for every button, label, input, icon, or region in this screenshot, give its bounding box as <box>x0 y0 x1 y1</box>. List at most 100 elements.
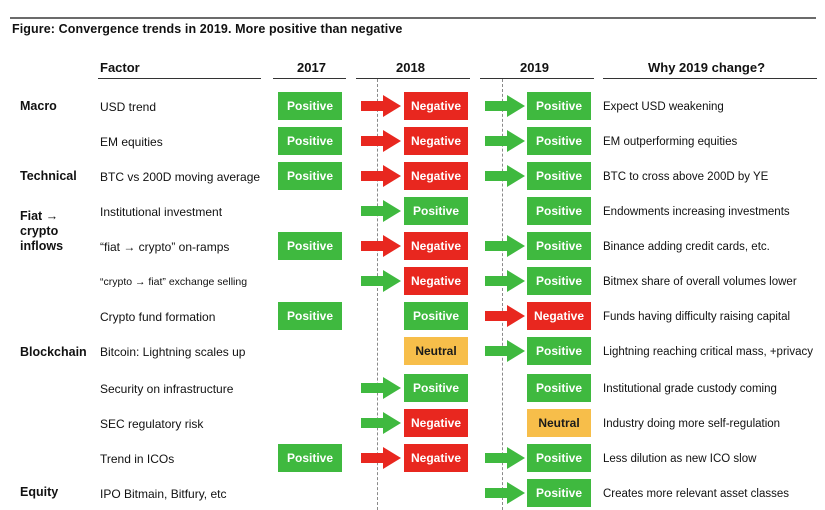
header-underline-factor <box>98 78 261 79</box>
status-badge-2019: Positive <box>527 479 591 507</box>
why-change-text: Expect USD weakening <box>603 100 724 113</box>
status-badge-2017: Positive <box>278 162 342 190</box>
green-arrow-icon <box>485 130 525 152</box>
green-arrow-icon <box>485 165 525 187</box>
figure-title: Figure: Convergence trends in 2019. More… <box>12 22 403 36</box>
factor-label: IPO Bitmain, Bitfury, etc <box>100 487 227 501</box>
status-badge-2018: Negative <box>404 162 468 190</box>
table-row: BTC vs 200D moving average Positive Negati… <box>0 162 825 192</box>
red-arrow-icon <box>485 305 525 327</box>
category-fiat-crypto-inflows: Fiat → crypto inflows <box>20 209 64 253</box>
green-arrow-icon <box>485 482 525 504</box>
green-arrow-icon <box>361 412 401 434</box>
header-2018: 2018 <box>396 60 425 75</box>
factor-label: Institutional investment <box>100 205 223 219</box>
why-change-text: Bitmex share of overall volumes lower <box>603 275 797 288</box>
table-row: Crypto fund formation Positive Positive Neg… <box>0 302 825 332</box>
why-change-text: Institutional grade custody coming <box>603 382 777 395</box>
table-row: USD trend Positive Negative Positive Expect … <box>0 92 825 122</box>
table-row: IPO Bitmain, Bitfury, etc Positive Creates… <box>0 479 825 509</box>
status-badge-2019: Neutral <box>527 409 591 437</box>
why-change-text: EM outperforming equities <box>603 135 738 148</box>
factor-label: SEC regulatory risk <box>100 417 204 431</box>
header-underline-2018 <box>356 78 470 79</box>
divider-2018 <box>377 79 378 510</box>
category-technical: Technical <box>20 169 77 183</box>
table-row: “fiat → crypto” on-ramps Positive Negative… <box>0 232 825 262</box>
table-row: Bitcoin: Lightning scales up Neutral Posit… <box>0 337 825 367</box>
status-badge-2018: Negative <box>404 444 468 472</box>
status-badge-2017: Positive <box>278 232 342 260</box>
why-change-text: Industry doing more self-regulation <box>603 417 781 430</box>
header-underline-why <box>603 78 817 79</box>
status-badge-2017: Positive <box>278 127 342 155</box>
header-2017: 2017 <box>297 60 326 75</box>
table-row: EM equities Positive Negative Positive EM ou… <box>0 127 825 157</box>
status-badge-2019: Positive <box>527 337 591 365</box>
top-rule <box>10 17 816 19</box>
why-change-text: Creates more relevant asset classes <box>603 487 789 500</box>
factor-label: EM equities <box>100 135 163 149</box>
red-arrow-icon <box>361 130 401 152</box>
green-arrow-icon <box>485 447 525 469</box>
green-arrow-icon <box>485 235 525 257</box>
category-blockchain: Blockchain <box>20 345 87 359</box>
divider-2019 <box>502 79 503 510</box>
factor-label: “fiat → crypto” on-ramps <box>100 240 230 254</box>
status-badge-2019: Positive <box>527 374 591 402</box>
factor-label: USD trend <box>100 100 157 114</box>
header-factor: Factor <box>100 60 140 75</box>
why-change-text: Binance adding credit cards, etc. <box>603 240 770 253</box>
status-badge-2019: Positive <box>527 197 591 225</box>
status-badge-2019: Positive <box>527 162 591 190</box>
red-arrow-icon <box>361 165 401 187</box>
table-row: “crypto → fiat” exchange selling Negative… <box>0 267 825 297</box>
status-badge-2019: Positive <box>527 267 591 295</box>
factor-label: Bitcoin: Lightning scales up <box>100 345 246 359</box>
red-arrow-icon <box>361 235 401 257</box>
green-arrow-icon <box>361 377 401 399</box>
status-badge-2018: Negative <box>404 409 468 437</box>
header-why: Why 2019 change? <box>648 60 766 75</box>
header-underline-2017 <box>273 78 346 79</box>
header-underline-2019 <box>480 78 594 79</box>
factor-label: Crypto fund formation <box>100 310 216 324</box>
green-arrow-icon <box>485 270 525 292</box>
status-badge-2019: Positive <box>527 127 591 155</box>
factor-label: Security on infrastructure <box>100 382 234 396</box>
why-change-text: Endowments increasing investments <box>603 205 790 218</box>
status-badge-2018: Positive <box>404 302 468 330</box>
status-badge-2018: Negative <box>404 267 468 295</box>
table-row: Security on infrastructure Positive Positi… <box>0 374 825 404</box>
factor-label: “crypto → fiat” exchange selling <box>100 276 248 288</box>
green-arrow-icon <box>485 340 525 362</box>
status-badge-2018: Neutral <box>404 337 468 365</box>
status-badge-2019: Negative <box>527 302 591 330</box>
green-arrow-icon <box>485 95 525 117</box>
header-2019: 2019 <box>520 60 549 75</box>
red-arrow-icon <box>361 95 401 117</box>
why-change-text: Less dilution as new ICO slow <box>603 452 757 465</box>
status-badge-2019: Positive <box>527 444 591 472</box>
factor-label: BTC vs 200D moving average <box>100 170 261 184</box>
status-badge-2018: Negative <box>404 92 468 120</box>
green-arrow-icon <box>361 200 401 222</box>
red-arrow-icon <box>361 447 401 469</box>
green-arrow-icon <box>361 270 401 292</box>
status-badge-2018: Negative <box>404 127 468 155</box>
table-row: Institutional investment Positive Positive… <box>0 197 825 227</box>
status-badge-2019: Positive <box>527 232 591 260</box>
why-change-text: BTC to cross above 200D by YE <box>603 170 769 183</box>
factor-label: Trend in ICOs <box>100 452 175 466</box>
category-equity: Equity <box>20 485 59 499</box>
status-badge-2017: Positive <box>278 92 342 120</box>
status-badge-2019: Positive <box>527 92 591 120</box>
why-change-text: Lightning reaching critical mass, +priva… <box>603 345 813 358</box>
category-macro: Macro <box>20 99 57 113</box>
why-change-text: Funds having difficulty raising capital <box>603 310 791 323</box>
table-row: Trend in ICOs Positive Negative Positive Les… <box>0 444 825 474</box>
status-badge-2018: Positive <box>404 197 468 225</box>
status-badge-2017: Positive <box>278 444 342 472</box>
status-badge-2018: Positive <box>404 374 468 402</box>
status-badge-2017: Positive <box>278 302 342 330</box>
